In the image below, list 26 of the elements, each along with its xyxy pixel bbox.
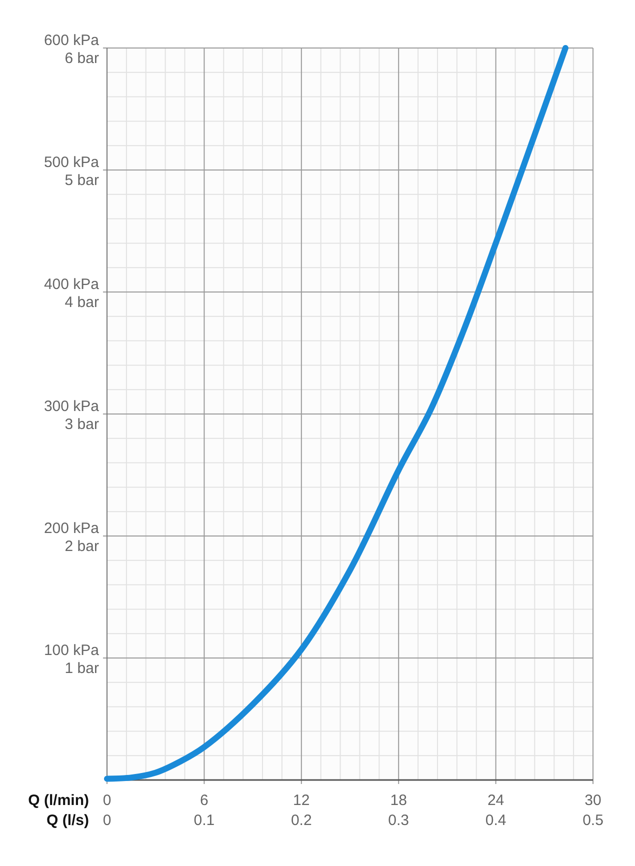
y2-tick-label: 6 bar [64,50,99,67]
y-tick-label: 300 kPa [44,398,100,415]
x-tick-label: 30 [584,792,602,809]
x2-axis-title: Q (l/s) [46,812,89,829]
x-tick-label: 18 [390,792,407,809]
y2-tick-label: 2 bar [64,538,99,555]
x2-tick-label: 0.5 [582,812,604,829]
y2-tick-label: 3 bar [64,416,99,433]
y2-tick-label: 4 bar [64,294,99,311]
x2-tick-label: 0.2 [290,812,312,829]
y2-tick-label: 5 bar [64,172,99,189]
x-tick-label: 6 [200,792,208,809]
y-tick-label: 100 kPa [44,642,100,659]
x-axis-title: Q (l/min) [28,792,90,809]
y-tick-label: 500 kPa [44,154,100,171]
x-tick-label: 12 [293,792,310,809]
x2-tick-label: 0.1 [194,812,215,829]
y-tick-label: 400 kPa [44,276,100,293]
x2-tick-label: 0 [102,812,112,829]
x-tick-label: 24 [487,792,504,809]
y-tick-label: 200 kPa [44,520,100,537]
y2-tick-label: 1 bar [64,660,99,677]
x-tick-label: 0 [102,792,112,809]
y-tick-label: 600 kPa [44,32,100,49]
x2-tick-label: 0.3 [388,812,410,829]
x2-tick-label: 0.4 [485,812,506,829]
